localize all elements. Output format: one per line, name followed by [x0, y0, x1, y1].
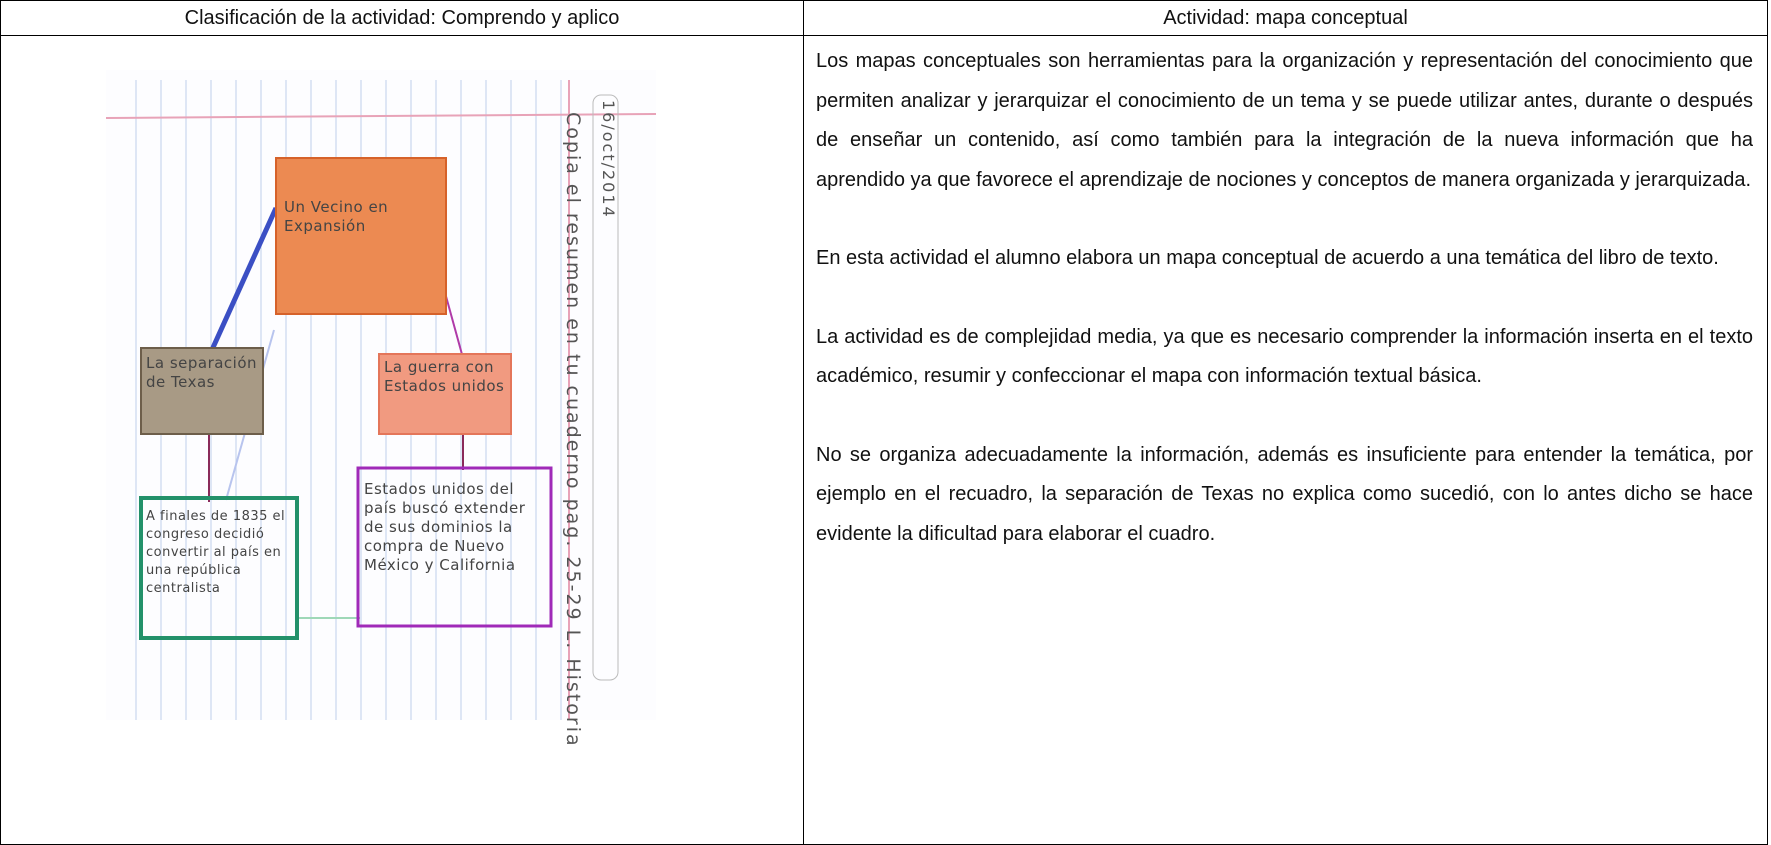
header-right: Actividad: mapa conceptual — [803, 0, 1768, 36]
paragraph: Los mapas conceptuales son herramientas … — [816, 50, 1753, 191]
map-date: 16/oct/2014 — [599, 100, 618, 219]
student-work-cell: Un Vecino en Expansión La separación de … — [0, 35, 804, 845]
concept-map-image: Un Vecino en Expansión La separación de … — [105, 40, 657, 748]
map-node: Un Vecino en Expansión — [284, 198, 389, 235]
description-cell: Los mapas conceptuales son herramientas … — [803, 35, 1768, 845]
map-node: A finales de 1835 el congreso decidió co… — [146, 509, 286, 596]
map-node: La guerra con Estados unidos — [384, 358, 505, 395]
map-node: Estados unidos del país buscó extender d… — [364, 480, 526, 574]
header-left: Clasificación de la actividad: Comprendo… — [0, 0, 804, 36]
map-node: La separación de Texas — [146, 354, 258, 391]
paragraph: No se organiza adecuadamente la informac… — [816, 443, 1753, 545]
paragraph: La actividad es de complejidad media, ya… — [816, 325, 1753, 388]
map-note: Copia el resumen en tu cuaderno pag. 25-… — [562, 112, 584, 748]
notebook-page — [105, 70, 657, 720]
paragraph: En esta actividad el alumno elabora un m… — [816, 247, 1719, 269]
